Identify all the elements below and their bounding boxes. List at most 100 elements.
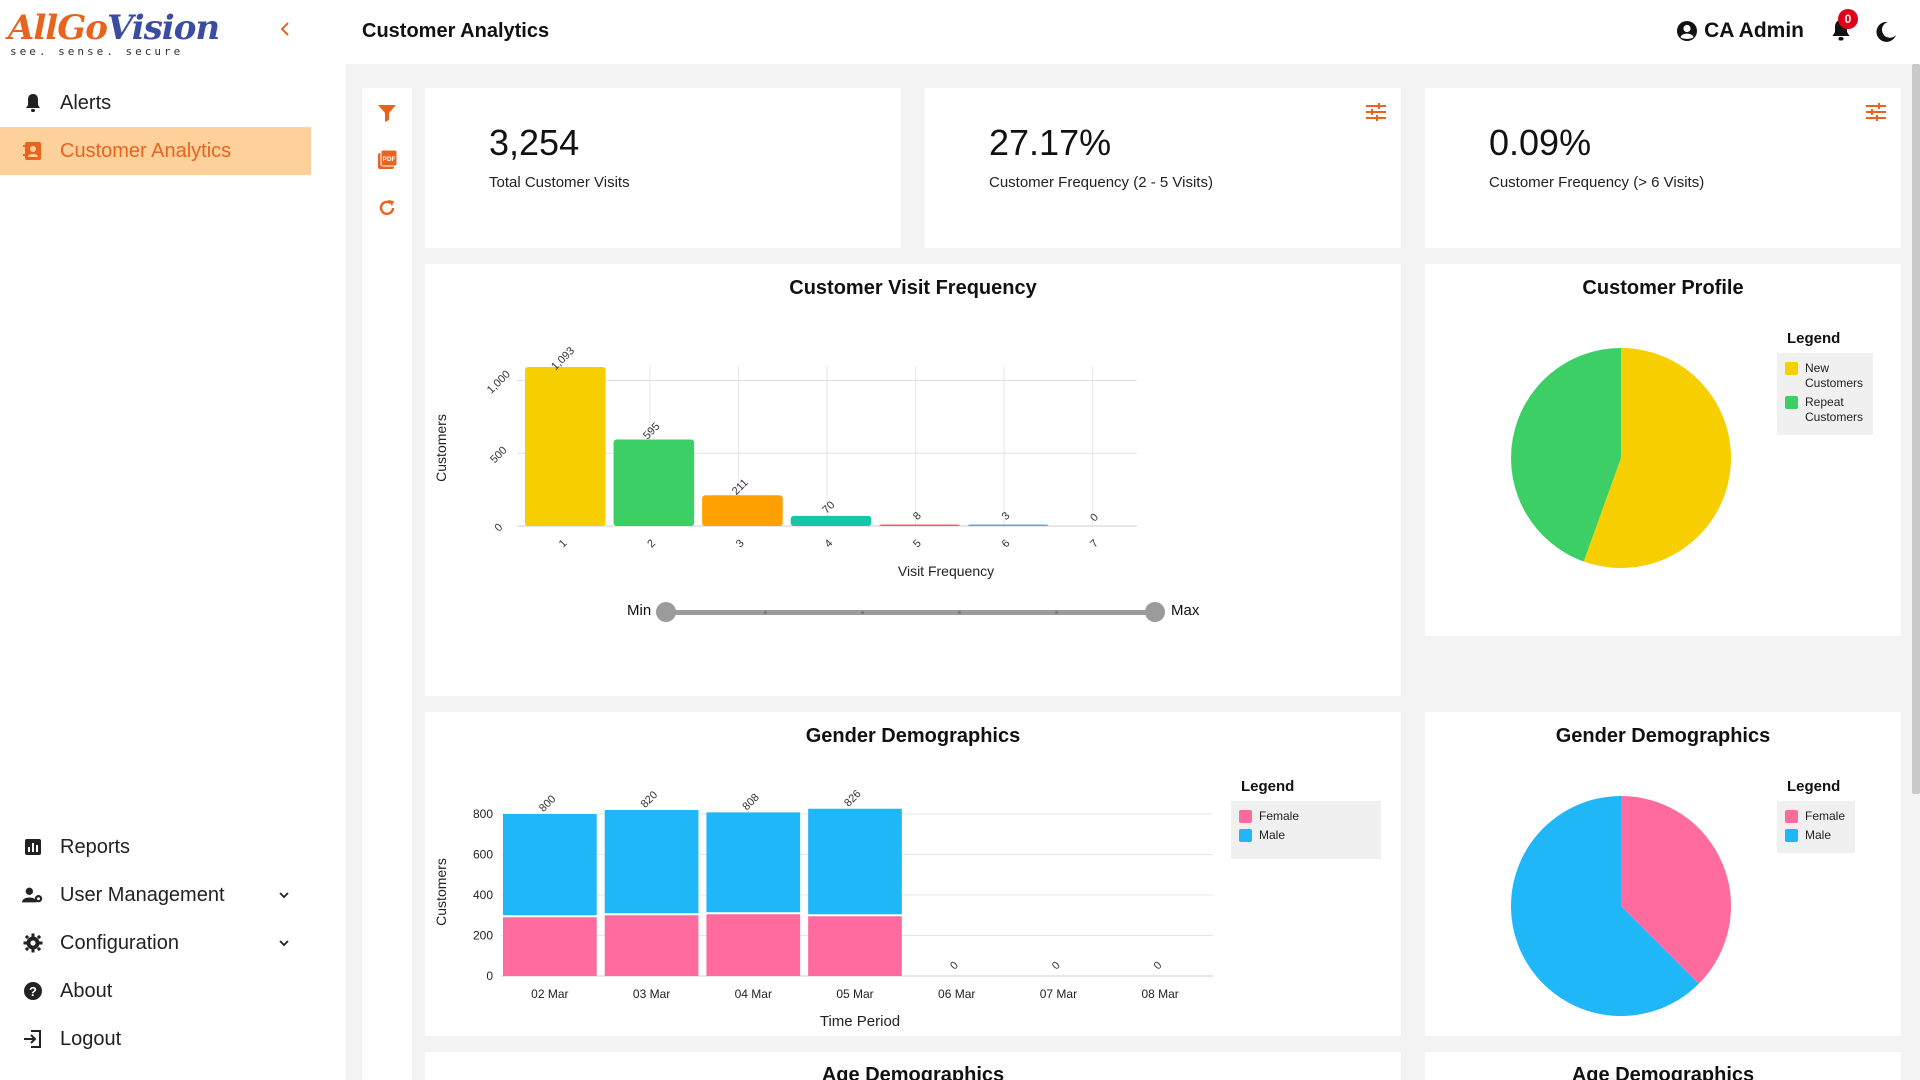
pdf-icon: PDF [378,149,398,169]
logo-wordmark: AllGoVision [8,8,220,48]
logo[interactable]: AllGoVision see. sense. secure [8,8,220,58]
sliders-icon [1866,103,1886,121]
tool-column: PDF [362,88,412,1080]
range-slider[interactable] [666,610,1154,615]
users-gear-icon [22,884,44,906]
kpi-value: 3,254 [489,122,580,163]
data-label: 0 [1088,511,1101,524]
logo-tagline: see. sense. secure [10,45,184,58]
user-name: CA Admin [1704,19,1804,42]
x-tick-label: 07 Mar [1040,987,1077,1001]
sidebar-item-logout[interactable]: Logout [0,1015,311,1063]
chevron-down-icon [277,933,291,956]
gender-stacked-bar-chart: 0 200 400 600 800 800 02 Mar 820 03 Mar 808 04 Mar… [433,788,1213,1030]
legend-item-male[interactable]: Male [1239,828,1373,843]
sidebar-item-user-management[interactable]: User Management [0,871,311,919]
filter-button[interactable] [375,101,399,125]
sidebar-item-about[interactable]: ? About [0,967,311,1015]
bell-icon [22,92,44,114]
y-tick-label: 800 [473,807,493,821]
x-tick-label: 7 [1088,537,1101,550]
legend: Legend Female Male [1231,778,1381,859]
sidebar: AllGoVision see. sense. secure Alerts Cu… [0,0,346,1080]
bar-4 [790,515,872,526]
data-label: 211 [730,477,751,498]
y-tick-label: 400 [473,888,493,902]
chart-title: Age Demographics [821,1064,1005,1080]
legend-box: New Customers Repeat Customers [1777,353,1873,435]
legend-title: Legend [1787,330,1841,347]
sidebar-item-customer-analytics[interactable]: Customer Analytics [0,127,311,175]
legend: Legend Female Male [1777,778,1855,853]
sidebar-item-configuration[interactable]: Configuration [0,919,311,967]
x-tick-label: 05 Mar [836,987,873,1001]
data-label: 820 [639,789,660,810]
x-tick-label: 2 [645,537,658,550]
age-bar-card: Age Demographics [425,1052,1401,1080]
slider-max-label: Max [1171,602,1200,619]
bar-female-02-Mar [503,917,597,976]
collapse-sidebar-button[interactable] [278,18,294,42]
bar-female-04-Mar [706,914,801,976]
refresh-icon [379,200,395,216]
user-menu[interactable]: CA Admin [1676,19,1804,43]
bar-female-03-Mar [604,915,699,976]
chart-title: Gender Demographics [1555,725,1771,747]
slider-min-label: Min [627,602,652,619]
sidebar-item-label: Reports [60,835,131,858]
sidebar-item-label: Logout [60,1027,122,1050]
slider-max-handle[interactable] [1145,602,1165,622]
data-label: 808 [740,792,761,813]
pie-slice-new-customers [1583,348,1731,568]
slider-min-handle[interactable] [656,602,676,622]
legend-item-male[interactable]: Male [1785,828,1847,843]
y-axis-label: Customers [433,414,449,482]
bar-male-05-Mar [808,808,902,915]
y-tick-label: 1,000 [485,368,513,396]
bar-3 [702,495,783,526]
logout-icon [22,1028,44,1050]
legend-box: Female Male [1777,801,1855,853]
chart-title: Gender Demographics [805,725,1021,747]
sidebar-item-label: Alerts [60,91,112,114]
legend-item-repeat[interactable]: Repeat Customers [1785,395,1865,425]
export-pdf-button[interactable]: PDF [375,148,399,172]
data-label: 8 [911,510,924,523]
sidebar-item-reports[interactable]: Reports [0,823,311,871]
bar-2 [613,439,695,526]
y-tick-label: 0 [492,521,505,534]
y-tick-label: 0 [486,969,493,983]
header: Customer Analytics CA Admin 0 [346,0,1920,64]
sidebar-item-label: User Management [60,883,225,906]
help-icon: ? [22,980,44,1002]
legend-title: Legend [1787,778,1841,795]
legend-item-new[interactable]: New Customers [1785,361,1865,391]
pie-slice-male [1511,796,1699,1016]
y-tick-label: 500 [488,444,509,465]
kpi-value: 27.17% [989,122,1112,163]
scrollbar[interactable] [1912,64,1920,794]
x-tick-label: 3 [734,537,747,550]
data-label: 3 [1000,510,1013,523]
sliders-icon [1366,103,1386,121]
chevron-left-icon [280,22,289,36]
x-tick-label: 04 Mar [735,987,772,1001]
dark-mode-toggle[interactable] [1874,20,1898,49]
legend-box: Female Male [1231,801,1381,859]
bar-female-05-Mar [808,916,902,976]
x-tick-label: 5 [911,537,924,550]
contact-icon [22,140,44,162]
legend-item-female[interactable]: Female [1239,809,1373,824]
kpi-settings-button[interactable] [1365,102,1387,127]
x-tick-label: 03 Mar [633,987,670,1001]
y-tick-label: 600 [473,848,493,862]
kpi-settings-button[interactable] [1865,102,1887,127]
notification-badge: 0 [1838,9,1858,29]
legend-item-female[interactable]: Female [1785,809,1847,824]
sidebar-item-alerts[interactable]: Alerts [0,79,311,127]
kpi-value: 0.09% [1489,122,1592,163]
refresh-button[interactable] [375,196,399,220]
report-icon [22,836,44,858]
data-label: 70 [820,499,837,516]
gender-bar-card: Gender Demographics 0 200 400 600 800 800 02 M… [425,712,1401,1036]
